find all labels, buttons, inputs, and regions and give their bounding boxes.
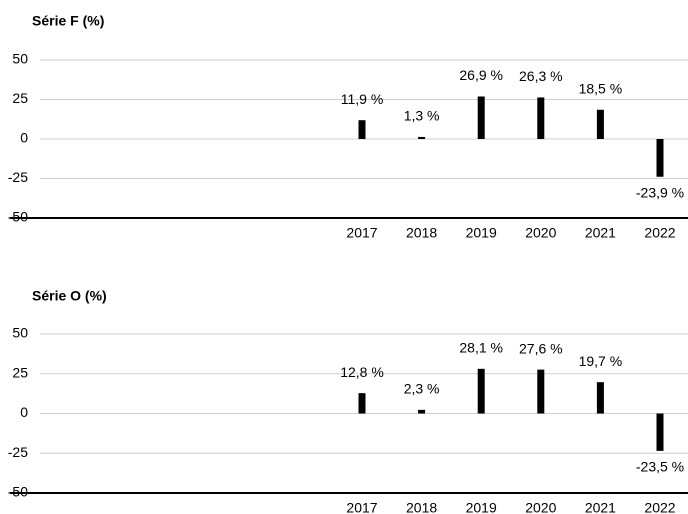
- value-label: 26,9 %: [459, 67, 503, 83]
- chart-title: Série F (%): [32, 13, 104, 29]
- x-tick-label: 2017: [346, 225, 377, 241]
- x-tick-label: 2017: [346, 500, 377, 514]
- x-tick-label: 2020: [525, 500, 556, 514]
- bar: [418, 136, 426, 139]
- bar: [477, 96, 485, 139]
- x-tick-label: 2019: [466, 225, 497, 241]
- value-label: -23,9 %: [636, 184, 684, 200]
- bar: [596, 382, 604, 414]
- bar: [596, 109, 604, 139]
- y-tick-label: -50: [8, 484, 28, 500]
- y-tick-label: 25: [12, 364, 28, 380]
- y-tick-label: 25: [12, 90, 28, 106]
- y-tick-label: -25: [8, 169, 28, 185]
- value-label: 18,5 %: [579, 80, 623, 96]
- bar: [477, 368, 485, 414]
- bar: [656, 413, 664, 451]
- y-tick-label: 0: [20, 404, 28, 420]
- value-label: 11,9 %: [341, 91, 384, 107]
- y-tick-label: 50: [12, 325, 28, 341]
- value-label: 19,7 %: [579, 353, 623, 369]
- value-label: -23,5 %: [636, 459, 684, 475]
- x-tick-label: 2019: [466, 500, 497, 514]
- x-tick-label: 2021: [585, 500, 616, 514]
- x-tick-label: 2021: [585, 225, 616, 241]
- chart-title: Série O (%): [32, 288, 107, 304]
- value-label: 28,1 %: [459, 340, 503, 356]
- bar: [537, 97, 545, 139]
- x-tick-label: 2020: [525, 225, 556, 241]
- x-tick-label: 2022: [644, 500, 675, 514]
- value-label: 26,3 %: [519, 68, 563, 84]
- bar: [537, 369, 545, 414]
- bar: [358, 120, 366, 139]
- value-label: 1,3 %: [404, 108, 440, 124]
- value-label: 12,8 %: [340, 364, 384, 380]
- x-tick-label: 2018: [406, 225, 437, 241]
- y-tick-label: -25: [8, 444, 28, 460]
- x-tick-label: 2022: [644, 225, 675, 241]
- bar: [418, 409, 426, 414]
- value-label: 27,6 %: [519, 340, 563, 356]
- x-tick-label: 2018: [406, 500, 437, 514]
- y-tick-label: 50: [12, 51, 28, 67]
- y-tick-label: 0: [20, 130, 28, 146]
- bar: [656, 139, 664, 177]
- bar: [358, 393, 366, 414]
- value-label: 2,3 %: [404, 381, 440, 397]
- y-tick-label: -50: [8, 209, 28, 225]
